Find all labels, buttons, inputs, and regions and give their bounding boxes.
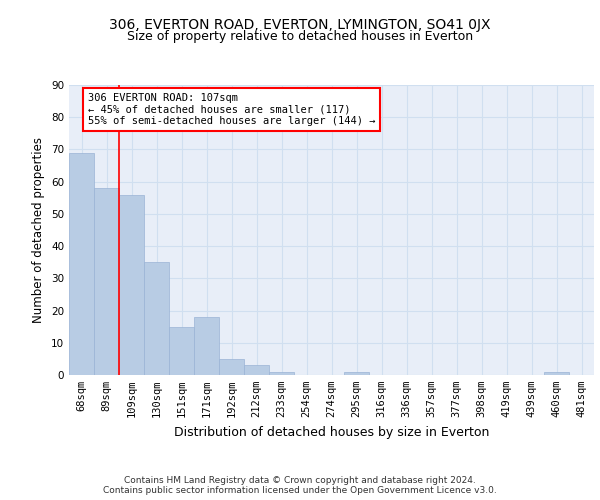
Text: 306, EVERTON ROAD, EVERTON, LYMINGTON, SO41 0JX: 306, EVERTON ROAD, EVERTON, LYMINGTON, S… xyxy=(109,18,491,32)
Bar xyxy=(219,359,244,375)
X-axis label: Distribution of detached houses by size in Everton: Distribution of detached houses by size … xyxy=(174,426,489,438)
Bar xyxy=(94,188,119,375)
Bar xyxy=(244,366,269,375)
Bar xyxy=(269,372,294,375)
Text: Contains HM Land Registry data © Crown copyright and database right 2024.
Contai: Contains HM Land Registry data © Crown c… xyxy=(103,476,497,495)
Bar xyxy=(344,372,369,375)
Text: 306 EVERTON ROAD: 107sqm
← 45% of detached houses are smaller (117)
55% of semi-: 306 EVERTON ROAD: 107sqm ← 45% of detach… xyxy=(88,93,375,126)
Bar xyxy=(169,326,194,375)
Text: Size of property relative to detached houses in Everton: Size of property relative to detached ho… xyxy=(127,30,473,43)
Bar xyxy=(69,152,94,375)
Bar xyxy=(194,317,219,375)
Y-axis label: Number of detached properties: Number of detached properties xyxy=(32,137,46,323)
Bar xyxy=(144,262,169,375)
Bar xyxy=(119,194,144,375)
Bar xyxy=(544,372,569,375)
